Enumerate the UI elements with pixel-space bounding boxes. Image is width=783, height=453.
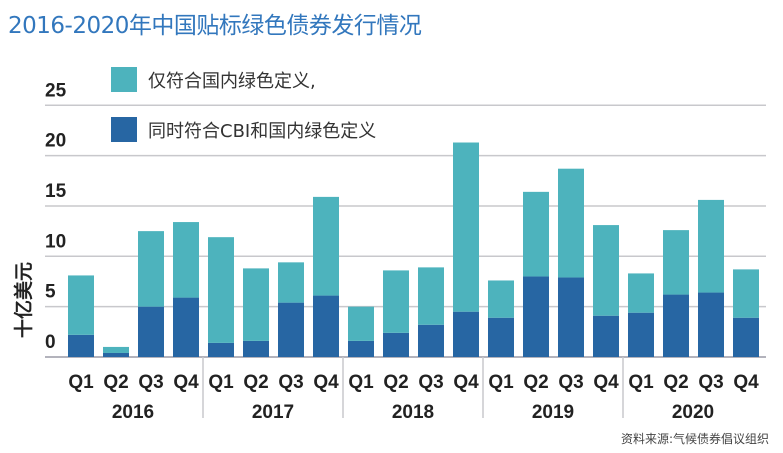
bar-domestic-only <box>453 142 479 312</box>
legend-swatch <box>111 67 137 92</box>
y-tick-label: 15 <box>45 181 67 202</box>
year-label: 2018 <box>392 402 434 423</box>
bar-domestic-only <box>698 199 724 293</box>
bar-domestic-only <box>418 267 444 325</box>
x-tick-label: Q1 <box>68 372 94 393</box>
bar-domestic-only <box>173 222 199 298</box>
bar-cbi-and-domestic <box>628 312 654 357</box>
x-tick-label: Q2 <box>243 372 268 393</box>
bar-cbi-and-domestic <box>278 302 304 357</box>
bar-cbi-and-domestic <box>733 317 759 357</box>
bar-domestic-only <box>383 270 409 333</box>
bar-domestic-only <box>663 230 689 295</box>
y-tick-label: 0 <box>45 332 56 353</box>
x-tick-label: Q2 <box>103 372 128 393</box>
bar-domestic-only <box>208 237 234 343</box>
bar-domestic-only <box>348 306 374 341</box>
x-tick-label: Q4 <box>593 372 619 393</box>
bar-cbi-and-domestic <box>558 277 584 357</box>
bar-cbi-and-domestic <box>418 324 444 357</box>
legend-swatch <box>111 117 137 142</box>
bar-domestic-only <box>628 273 654 313</box>
bar-cbi-and-domestic <box>103 352 129 357</box>
bar-cbi-and-domestic <box>663 294 689 357</box>
y-axis-title: 十亿美元 <box>12 262 35 338</box>
x-tick-label: Q4 <box>733 372 759 393</box>
bar-cbi-and-domestic <box>243 340 269 357</box>
x-tick-label: Q3 <box>418 372 443 393</box>
bar-cbi-and-domestic <box>313 295 339 357</box>
x-tick-label: Q2 <box>523 372 548 393</box>
bar-domestic-only <box>313 196 339 296</box>
bar-cbi-and-domestic <box>453 311 479 357</box>
year-label: 2019 <box>532 402 574 423</box>
x-tick-label: Q2 <box>383 372 408 393</box>
legend-label: 同时符合CBI和国内绿色定义 <box>148 121 376 142</box>
bar-domestic-only <box>278 262 304 303</box>
bar-cbi-and-domestic <box>593 315 619 357</box>
y-tick-label: 5 <box>45 282 56 303</box>
bar-domestic-only <box>733 269 759 318</box>
bar-domestic-only <box>68 275 94 335</box>
chart-title: 2016-2020年中国贴标绿色债券发行情况 <box>8 13 422 39</box>
bar-cbi-and-domestic <box>383 332 409 357</box>
x-tick-label: Q1 <box>628 372 654 393</box>
bar-cbi-and-domestic <box>698 292 724 357</box>
bar-domestic-only <box>243 268 269 341</box>
bar-cbi-and-domestic <box>173 297 199 357</box>
y-tick-label: 25 <box>45 80 67 101</box>
bar-cbi-and-domestic <box>348 340 374 357</box>
legend-label: 仅符合国内绿色定义, <box>148 71 316 92</box>
year-label: 2017 <box>252 402 294 423</box>
year-label: 2016 <box>112 402 154 423</box>
year-label: 2020 <box>672 402 714 423</box>
x-tick-label: Q1 <box>208 372 234 393</box>
x-tick-label: Q3 <box>558 372 583 393</box>
x-tick-label: Q4 <box>313 372 339 393</box>
bar-cbi-and-domestic <box>523 276 549 357</box>
bar-domestic-only <box>488 280 514 318</box>
x-tick-label: Q1 <box>488 372 514 393</box>
bar-cbi-and-domestic <box>488 317 514 357</box>
bar-cbi-and-domestic <box>68 334 94 357</box>
bar-domestic-only <box>558 168 584 278</box>
x-tick-label: Q4 <box>453 372 479 393</box>
source-note: 资料来源:气候债券倡议组织 <box>620 432 769 446</box>
bar-cbi-and-domestic <box>138 306 164 357</box>
x-tick-label: Q2 <box>663 372 688 393</box>
x-tick-label: Q3 <box>138 372 163 393</box>
bar-domestic-only <box>138 231 164 307</box>
y-tick-label: 20 <box>45 131 66 152</box>
x-tick-label: Q3 <box>278 372 303 393</box>
bar-domestic-only <box>523 191 549 277</box>
bar-domestic-only <box>103 346 129 353</box>
bar-cbi-and-domestic <box>208 342 234 357</box>
bar-domestic-only <box>593 225 619 316</box>
y-tick-label: 10 <box>45 231 66 252</box>
x-tick-label: Q3 <box>698 372 723 393</box>
x-tick-label: Q1 <box>348 372 374 393</box>
x-tick-label: Q4 <box>173 372 199 393</box>
